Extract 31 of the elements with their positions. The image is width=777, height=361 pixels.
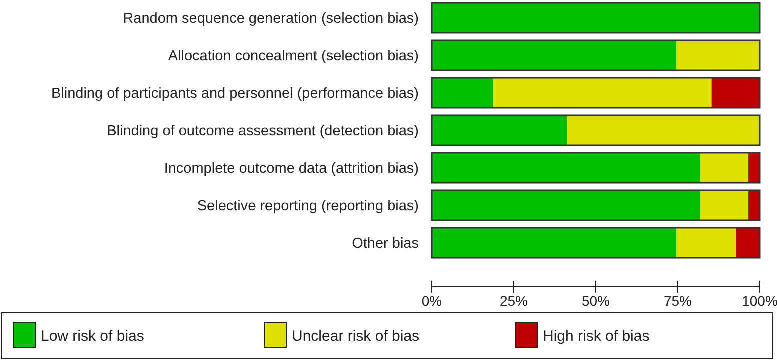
bar (432, 40, 676, 70)
bar (493, 78, 712, 108)
x-tick-label: 50% (582, 293, 610, 309)
bar (748, 153, 760, 183)
y-tick-label: Other bias (352, 236, 419, 252)
y-tick-label: Random sequence generation (selection bias) (123, 11, 419, 27)
bar (700, 153, 749, 183)
bar (700, 190, 749, 220)
bar (432, 228, 676, 258)
legend-label: Low risk of bias (41, 328, 144, 345)
legend-label: High risk of bias (543, 328, 650, 345)
x-tick-label: 0% (422, 293, 442, 309)
bar (432, 153, 700, 183)
bar (676, 40, 760, 70)
bar (567, 116, 760, 146)
y-tick-label: Allocation concealment (selection bias) (168, 48, 419, 64)
bar (748, 190, 760, 220)
y-tick-label: Incomplete outcome data (attrition bias) (164, 161, 419, 177)
bar (712, 78, 760, 108)
bar (736, 228, 760, 258)
x-tick-label: 100% (742, 293, 777, 309)
x-tick-label: 25% (500, 293, 528, 309)
y-tick-label: Selective reporting (reporting bias) (197, 198, 419, 214)
x-tick-label: 75% (664, 293, 692, 309)
bar (432, 190, 700, 220)
bar (432, 78, 494, 108)
y-tick-label: Blinding of participants and personnel (performance bias) (51, 86, 419, 102)
bar (432, 116, 568, 146)
bar (676, 228, 736, 258)
y-tick-label: Blinding of outcome assessment (detection bias) (107, 124, 419, 140)
legend-label: Unclear risk of bias (292, 328, 420, 345)
